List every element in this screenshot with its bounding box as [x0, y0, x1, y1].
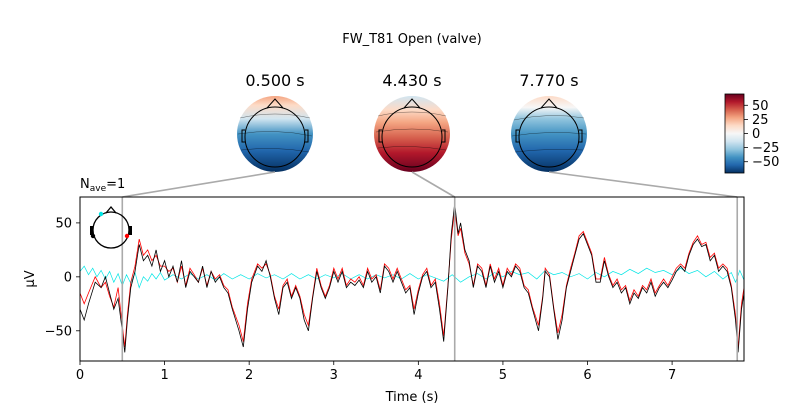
sensor-head-outline	[92, 211, 130, 249]
colorbar-tick-label-3: −25	[752, 141, 779, 156]
sensor-inset	[90, 205, 132, 249]
y-axis-ticks: −50 0 50	[45, 216, 80, 339]
nave-label-sub: ave	[90, 184, 107, 194]
topomap-2-time: 4.430 s	[382, 71, 441, 90]
time-markers	[121, 197, 739, 361]
topomap-3: 7.770 s	[511, 71, 587, 172]
butterfly-plot: 0 1 2 3 4 5 6 7 −50 0 50 Time (s) µV	[23, 196, 745, 405]
sensor-dot-cyan	[98, 211, 104, 217]
x-tick-label-5: 5	[499, 368, 507, 383]
nave-label-value: =1	[106, 177, 125, 192]
x-tick-label-1: 1	[160, 368, 168, 383]
x-axis-ticks: 0 1 2 3 4 5 6 7	[76, 361, 676, 383]
topomap-connectors	[122, 171, 738, 198]
sensor-head-ear-left	[90, 226, 93, 235]
sensor-dot-red	[124, 233, 130, 239]
x-axis-label: Time (s)	[385, 390, 439, 405]
trace-series-2	[80, 209, 744, 348]
topomap-2: 4.430 s	[374, 71, 450, 172]
topomap-3-head	[511, 96, 587, 172]
x-tick-label-3: 3	[330, 368, 338, 383]
topomap-1-time: 0.500 s	[245, 71, 304, 90]
eeg-traces	[80, 203, 744, 353]
x-tick-label-4: 4	[414, 368, 422, 383]
connector-2	[411, 171, 456, 198]
colorbar-tick-label-4: −50	[752, 155, 779, 170]
x-tick-label-7: 7	[668, 368, 676, 383]
colorbar-tick-label-0: 50	[752, 99, 769, 114]
figure-title: FW_T81 Open (valve)	[342, 32, 481, 47]
x-tick-label-6: 6	[583, 368, 591, 383]
colorbar-tick-label-2: 0	[752, 127, 760, 142]
topomap-2-head	[374, 96, 450, 172]
colorbar-tick-label-1: 25	[752, 113, 769, 128]
connector-3	[548, 171, 738, 198]
sensor-head-nose	[105, 205, 117, 214]
nave-label-n: N	[80, 177, 90, 192]
y-axis-label: µV	[23, 270, 38, 287]
y-tick-label-0: −50	[45, 324, 72, 339]
x-tick-label-2: 2	[245, 368, 253, 383]
sensor-dot-black	[90, 233, 96, 239]
topomap-3-outline	[515, 98, 583, 168]
connector-1	[122, 171, 276, 198]
topomap-1: 0.500 s	[237, 71, 313, 172]
sensor-head-ear-right	[129, 226, 132, 235]
topomap-3-time: 7.770 s	[519, 71, 578, 90]
nave-label: Nave=1	[80, 177, 125, 194]
topomap-2-outline	[378, 98, 446, 168]
trace-series-1	[80, 203, 744, 353]
y-tick-label-1: 0	[64, 270, 72, 285]
plot-frame	[79, 196, 745, 362]
y-tick-label-2: 50	[55, 216, 72, 231]
colorbar-gradient	[724, 93, 745, 174]
topomap-1-outline	[241, 98, 309, 168]
x-tick-label-0: 0	[76, 368, 84, 383]
